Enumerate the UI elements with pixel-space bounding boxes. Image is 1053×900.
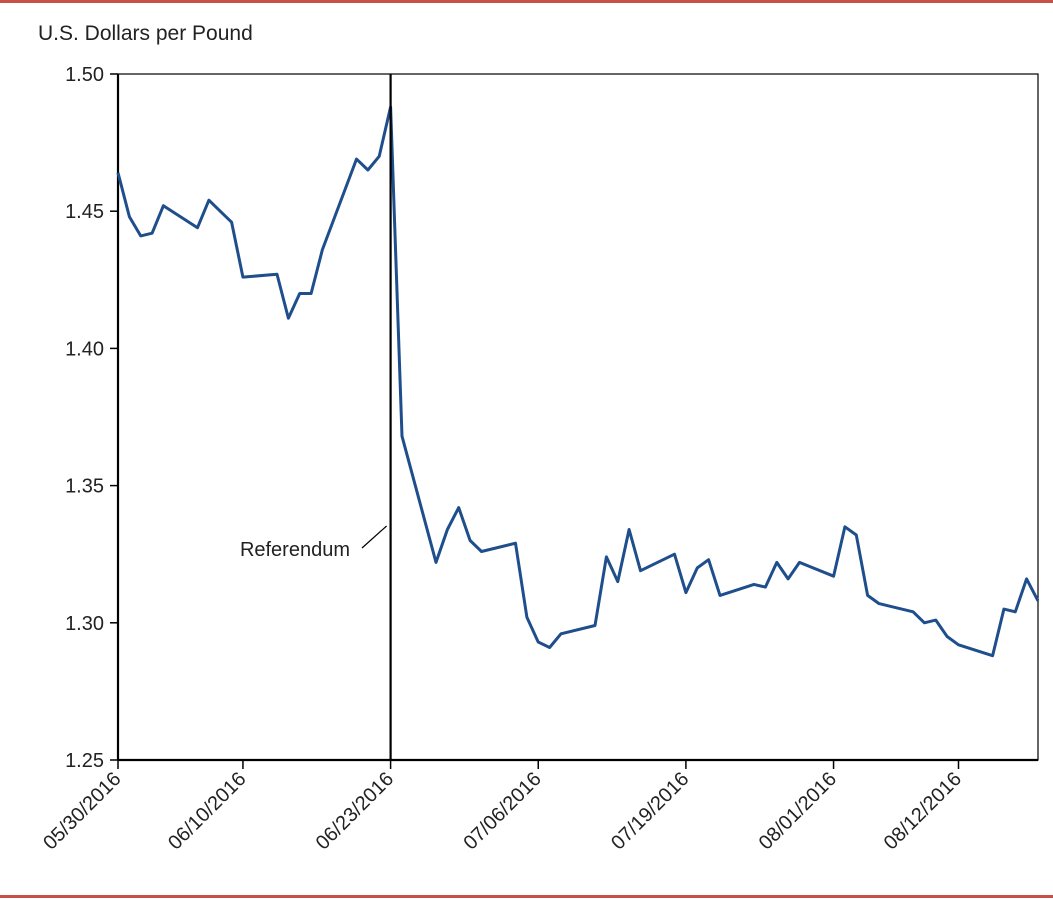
- bottom-rule: [0, 895, 1053, 898]
- x-tick-label: 06/10/2016: [164, 768, 250, 854]
- y-tick-label: 1.40: [65, 338, 104, 360]
- y-tick-label: 1.45: [65, 201, 104, 223]
- x-tick-label: 08/01/2016: [755, 768, 841, 854]
- y-tick-label: 1.30: [65, 613, 104, 635]
- x-tick-label: 07/06/2016: [459, 768, 545, 854]
- y-tick-label: 1.35: [65, 476, 104, 498]
- y-tick-label: 1.25: [65, 750, 104, 772]
- x-tick-label: 08/12/2016: [880, 768, 966, 854]
- top-rule: [0, 0, 1053, 3]
- x-tick-label: 06/23/2016: [312, 768, 398, 854]
- x-tick-label: 07/19/2016: [607, 768, 693, 854]
- y-axis-label: U.S. Dollars per Pound: [38, 22, 253, 45]
- plot-frame: [117, 73, 1039, 761]
- y-tick-label: 1.50: [65, 64, 104, 86]
- referendum-leader: [361, 525, 387, 549]
- x-tick-label: 05/30/2016: [39, 768, 125, 854]
- exchange-rate-line: [116, 105, 1040, 658]
- referendum-label: Referendum: [240, 539, 350, 561]
